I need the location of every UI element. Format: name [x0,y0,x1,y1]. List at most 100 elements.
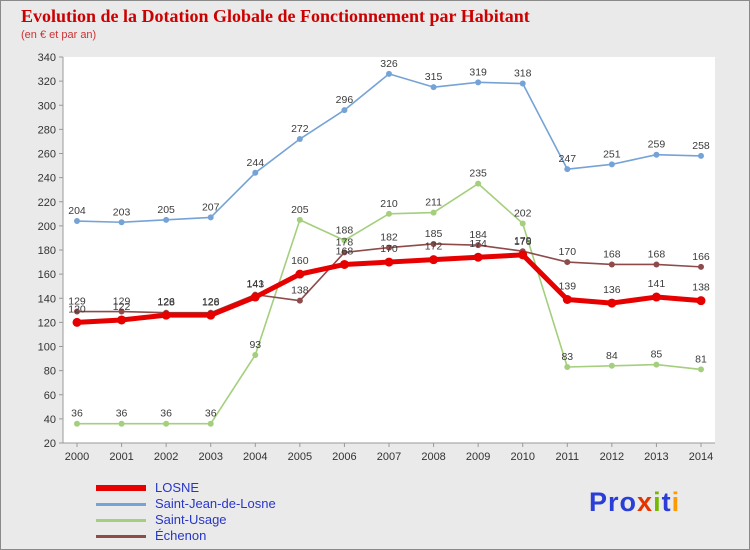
svg-text:203: 203 [113,206,131,218]
page-subtitle: (en € et par an) [21,29,97,41]
svg-text:204: 204 [68,205,86,217]
legend-swatch-saint-usage [96,518,146,522]
svg-text:168: 168 [648,248,666,260]
svg-text:2006: 2006 [332,451,356,463]
svg-text:182: 182 [380,232,398,244]
svg-text:300: 300 [38,100,56,112]
svg-text:2008: 2008 [421,451,445,463]
svg-text:36: 36 [71,408,83,420]
svg-text:80: 80 [44,366,56,378]
svg-text:318: 318 [514,68,532,80]
svg-text:272: 272 [291,123,309,135]
svg-text:140: 140 [38,293,56,305]
svg-text:138: 138 [692,282,710,294]
legend-swatch-echenon [96,534,146,538]
svg-text:200: 200 [38,221,56,233]
svg-text:120: 120 [68,303,86,315]
svg-text:93: 93 [249,339,261,351]
svg-text:205: 205 [157,204,175,216]
svg-text:170: 170 [559,246,577,258]
svg-text:319: 319 [469,66,487,78]
svg-text:247: 247 [559,153,577,165]
series-Saint-Usage [74,180,704,427]
svg-text:340: 340 [38,52,56,64]
page-title: Evolution de la Dotation Globale de Fonc… [21,6,530,26]
proxiti-logo: Proxiti [589,487,680,518]
svg-text:184: 184 [469,229,487,241]
svg-text:202: 202 [514,207,532,219]
logo-letter: r [608,487,620,517]
svg-text:2005: 2005 [288,451,312,463]
svg-text:36: 36 [160,408,172,420]
svg-text:176: 176 [514,236,532,248]
svg-text:210: 210 [380,198,398,210]
svg-text:2000: 2000 [65,451,89,463]
logo-letter: o [619,487,638,517]
svg-text:2001: 2001 [109,451,133,463]
series-Saint-Jean-de-Losne [74,70,704,226]
svg-text:170: 170 [380,243,398,255]
svg-text:188: 188 [336,224,354,236]
logo-letter: i [671,487,681,517]
svg-text:180: 180 [38,245,56,257]
svg-text:211: 211 [425,197,442,209]
legend-item-echenon: Échenon [96,529,276,543]
svg-text:83: 83 [561,351,573,363]
svg-text:185: 185 [425,228,443,240]
svg-text:280: 280 [38,124,56,136]
svg-text:296: 296 [336,94,354,106]
svg-text:128: 128 [157,297,175,309]
svg-text:174: 174 [469,238,487,250]
svg-text:136: 136 [603,284,621,296]
logo-letter: P [589,487,609,517]
svg-text:240: 240 [38,173,56,185]
svg-text:2014: 2014 [689,451,713,463]
svg-text:138: 138 [291,285,309,297]
svg-text:2002: 2002 [154,451,178,463]
svg-text:36: 36 [205,408,217,420]
svg-text:2013: 2013 [644,451,668,463]
svg-text:129: 129 [68,296,86,308]
svg-text:2012: 2012 [600,451,624,463]
svg-text:120: 120 [38,317,56,329]
svg-text:128: 128 [202,297,220,309]
svg-text:258: 258 [692,140,710,152]
svg-text:315: 315 [425,71,443,83]
svg-text:244: 244 [247,157,265,169]
svg-text:179: 179 [514,235,532,247]
svg-text:81: 81 [695,353,707,365]
svg-text:2009: 2009 [466,451,490,463]
legend-item-saint-jean-de-losne: Saint-Jean-de-Losne [96,497,276,511]
svg-text:220: 220 [38,197,56,209]
svg-text:207: 207 [202,201,220,213]
svg-text:172: 172 [425,241,443,253]
svg-text:178: 178 [336,236,354,248]
series-LOSNE [72,250,706,327]
svg-text:166: 166 [692,251,710,263]
svg-text:160: 160 [38,269,56,281]
svg-text:126: 126 [157,296,175,308]
legend-label-saint-jean-de-losne: Saint-Jean-de-Losne [155,496,276,511]
svg-text:251: 251 [603,148,621,160]
svg-text:2011: 2011 [555,451,579,463]
svg-text:2010: 2010 [510,451,534,463]
svg-text:326: 326 [380,58,398,70]
legend-item-losne: LOSNE [96,481,276,495]
legend-swatch-saint-jean-de-losne [96,502,146,506]
logo-letter: i [653,487,662,517]
svg-text:36: 36 [116,408,128,420]
svg-text:320: 320 [38,76,56,88]
svg-text:129: 129 [113,296,131,308]
svg-text:100: 100 [38,342,56,354]
svg-text:2003: 2003 [198,451,222,463]
svg-text:141: 141 [648,278,666,290]
logo-letter: t [661,487,672,517]
svg-text:2007: 2007 [377,451,401,463]
svg-text:60: 60 [44,390,56,402]
svg-text:141: 141 [247,278,265,290]
legend-item-saint-usage: Saint-Usage [96,513,276,527]
svg-text:122: 122 [113,301,131,313]
svg-text:139: 139 [559,280,577,292]
svg-text:85: 85 [651,349,663,361]
legend-label-echenon: Échenon [155,528,207,543]
